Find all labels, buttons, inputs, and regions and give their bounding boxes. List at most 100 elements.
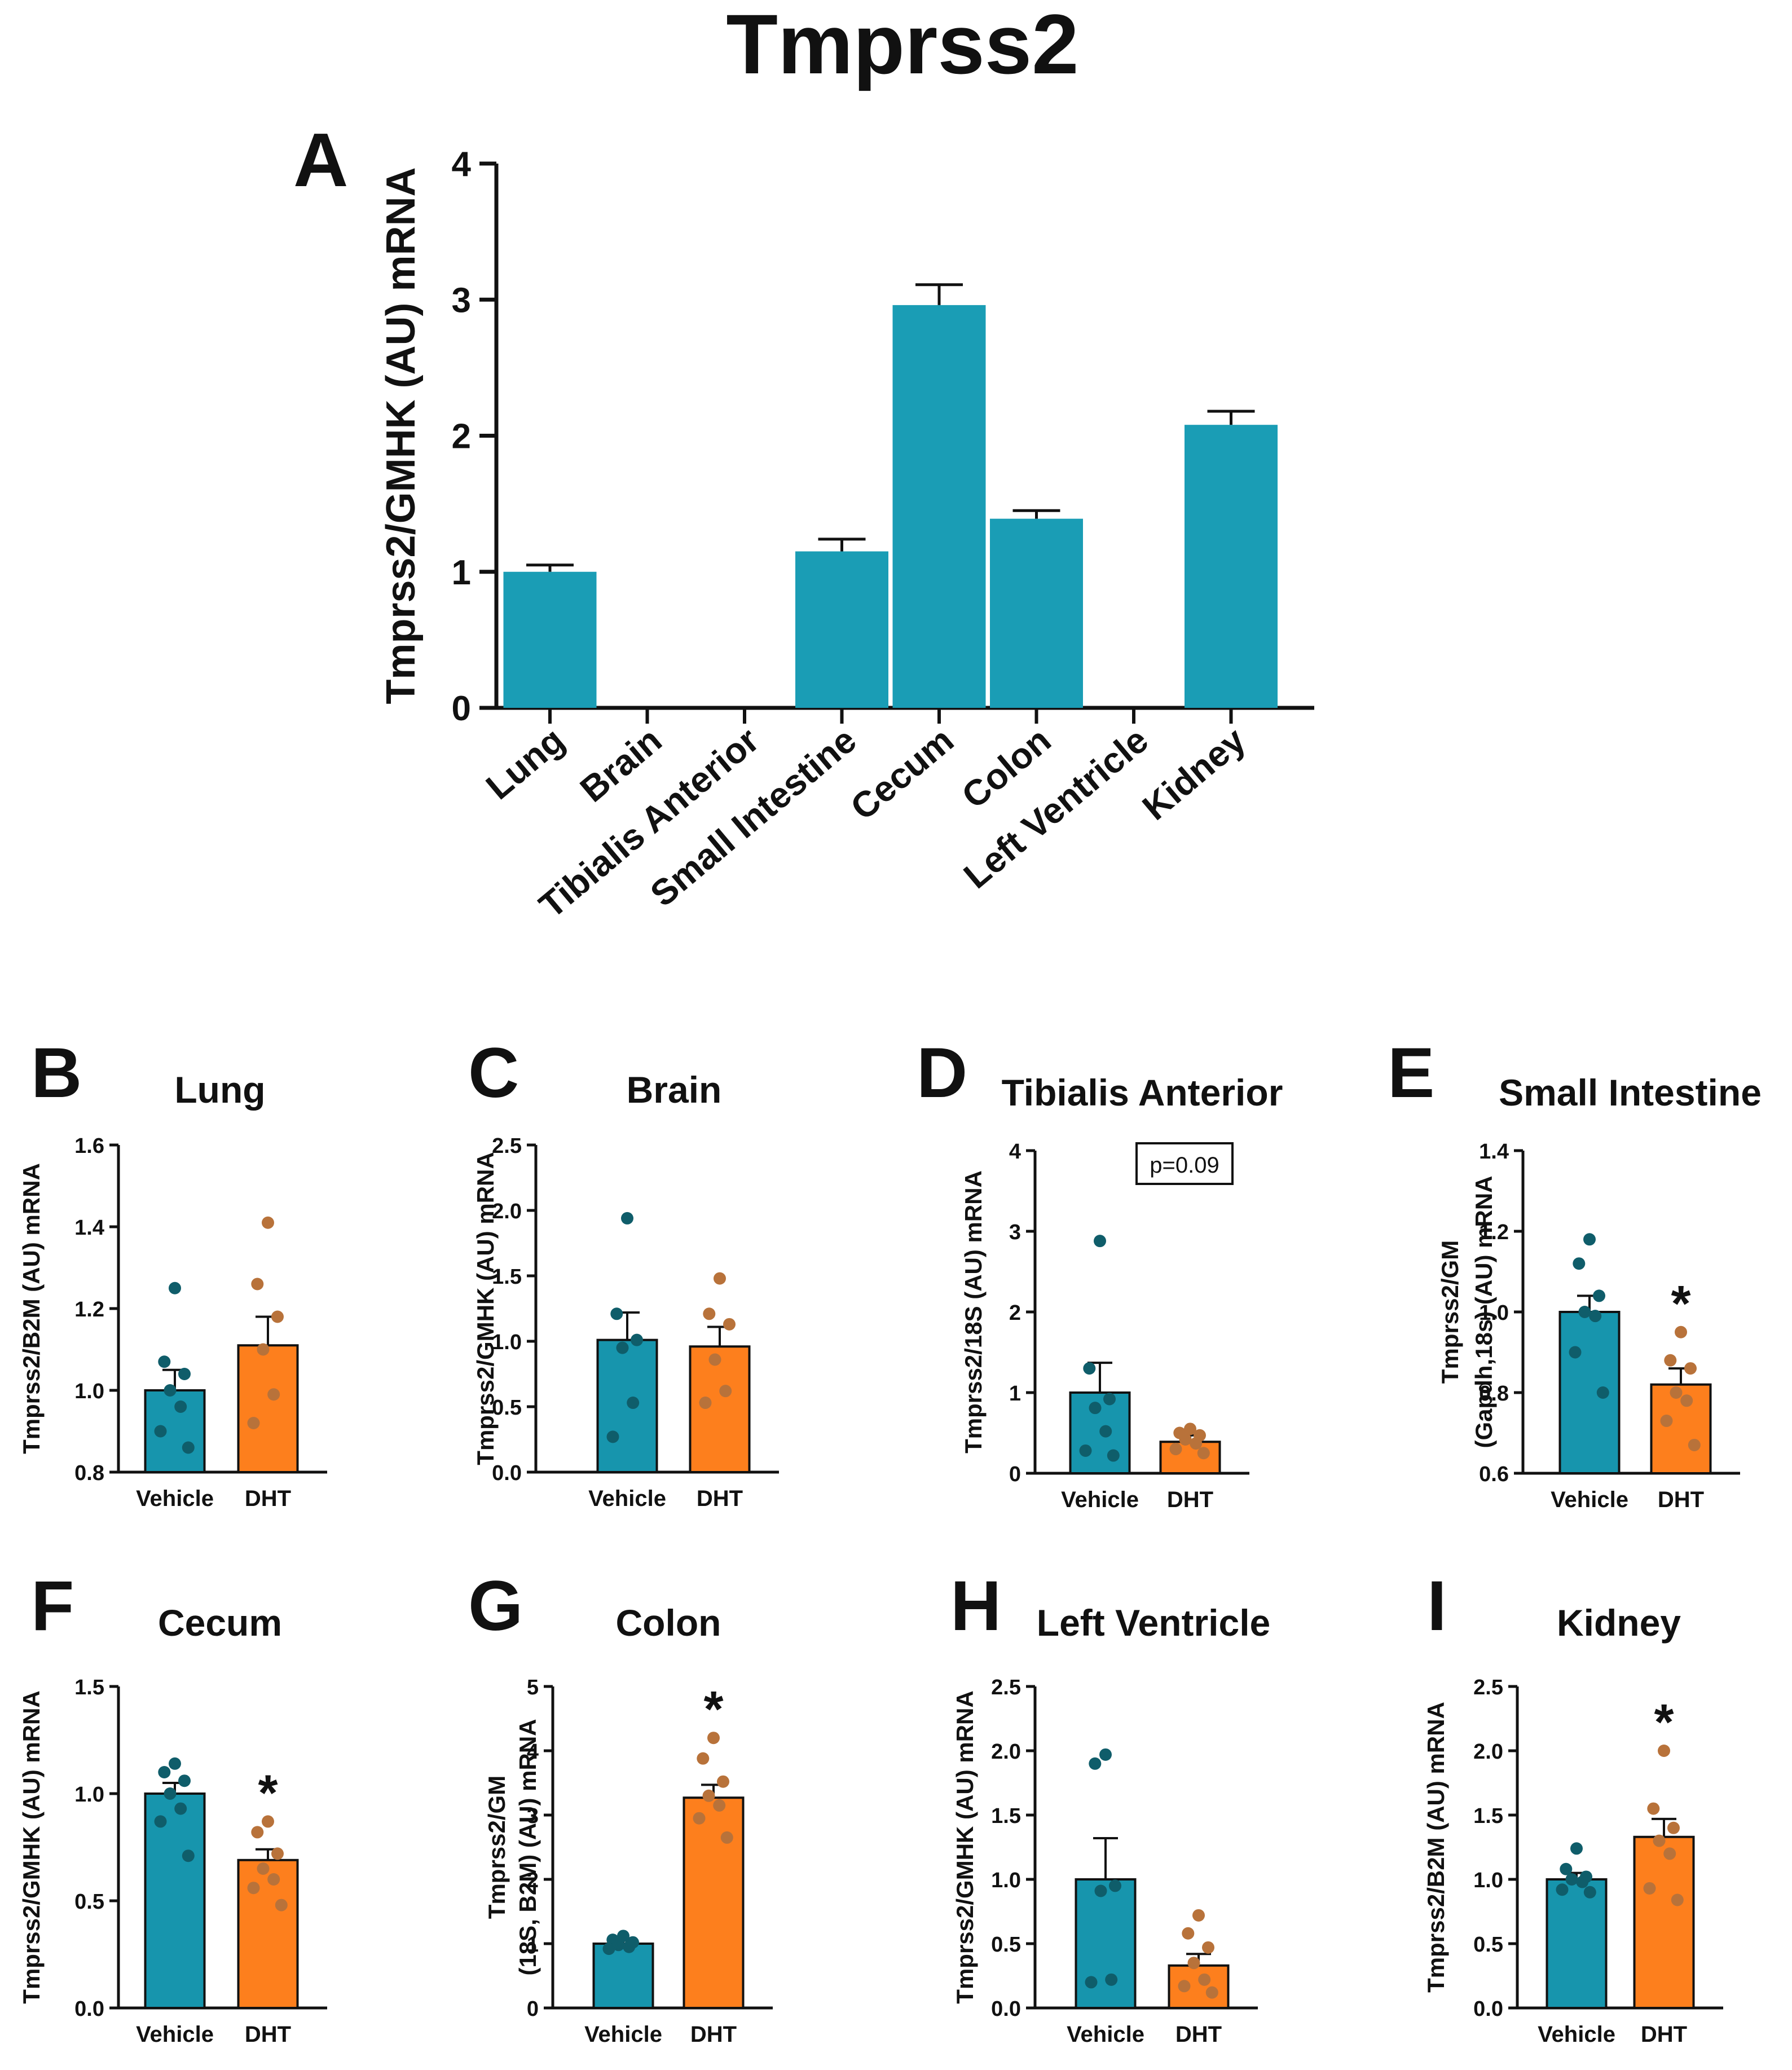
bar-dht	[1650, 1383, 1712, 1474]
p-value-box	[1135, 1142, 1234, 1185]
y-axis-label: Tmprss2/18S (AU) mRNA	[960, 1170, 987, 1454]
data-point	[703, 1307, 716, 1320]
y-tick-label: 4	[1009, 1140, 1021, 1164]
y-tick-label: 1	[452, 553, 471, 592]
data-point	[1688, 1438, 1701, 1451]
data-point	[154, 1815, 167, 1828]
y-axis-label: Tmprss2/GMHK (AU) mRNA	[472, 1152, 499, 1465]
data-point	[1107, 1449, 1120, 1462]
data-point	[602, 1943, 615, 1956]
data-point	[1680, 1394, 1693, 1407]
x-tick-label: Vehicle	[136, 2022, 214, 2047]
data-point	[1099, 1425, 1112, 1438]
data-point	[1184, 1422, 1196, 1435]
figure-title: Tmprss2	[726, 0, 1078, 91]
y-tick-label: 0.0	[991, 1997, 1021, 2021]
data-point	[164, 1384, 177, 1397]
panel-letter-i: I	[1427, 1567, 1447, 1645]
data-point	[267, 1388, 280, 1401]
data-point	[1647, 1802, 1660, 1815]
y-axis-label: Tmprss2/B2M (AU) mRNA	[18, 1163, 45, 1454]
data-point	[169, 1757, 181, 1770]
x-tick-label: Vehicle	[1538, 2022, 1615, 2047]
data-point	[702, 1789, 715, 1802]
y-tick-label: 2	[1009, 1301, 1021, 1325]
panel-letter-e: E	[1388, 1034, 1434, 1112]
panel-title: Kidney	[1557, 1602, 1681, 1644]
p-value-label: p=0.09	[1150, 1153, 1219, 1178]
y-tick-label: 0.5	[991, 1933, 1021, 1957]
data-point	[1198, 1973, 1211, 1986]
x-tick-label: Vehicle	[136, 1486, 214, 1511]
data-point	[1205, 1986, 1218, 1999]
data-point	[1105, 1973, 1118, 1986]
data-point	[267, 1873, 280, 1886]
y-tick-label: 1	[1009, 1382, 1021, 1406]
data-point	[1593, 1289, 1605, 1302]
data-point	[612, 1939, 625, 1952]
data-point	[1570, 1842, 1583, 1855]
y-tick-label: 0	[527, 1997, 539, 2021]
bar-dht	[237, 1858, 299, 2010]
x-tick-label: DHT	[245, 1486, 291, 1511]
y-tick-label: 2	[452, 417, 471, 456]
data-point	[1583, 1233, 1596, 1246]
data-point	[616, 1341, 629, 1354]
x-tick-label: DHT	[245, 2022, 291, 2047]
x-tick-label: DHT	[1641, 2022, 1687, 2047]
y-tick-label: 2.0	[492, 1200, 522, 1223]
panel-title: Tibialis Anterior	[1002, 1072, 1283, 1113]
data-point	[1660, 1415, 1673, 1428]
data-point	[1569, 1346, 1582, 1359]
bar-vehicle	[1558, 1311, 1621, 1474]
data-point	[1079, 1444, 1092, 1457]
panel-title: Brain	[627, 1069, 722, 1111]
y-tick-label: 1.4	[1479, 1140, 1509, 1164]
bar-dht	[683, 1796, 745, 2009]
data-point	[1576, 1875, 1589, 1888]
y-tick-label: 2.5	[991, 1676, 1021, 1699]
data-point	[1596, 1386, 1609, 1399]
bar-cecum	[892, 305, 986, 708]
panel-letter-d: D	[917, 1034, 967, 1112]
significance-marker: *	[1654, 1694, 1674, 1751]
data-point	[627, 1397, 640, 1410]
y-tick-label: 3	[1009, 1221, 1021, 1244]
data-point	[178, 1368, 191, 1380]
data-point	[169, 1281, 181, 1294]
data-point	[714, 1272, 726, 1285]
x-tick-label: Cecum	[843, 720, 961, 828]
data-point	[1089, 1757, 1102, 1770]
data-point	[1083, 1362, 1096, 1375]
data-point	[178, 1774, 191, 1787]
panel-title: Small Intestine	[1499, 1072, 1762, 1113]
x-tick-label: DHT	[697, 1486, 743, 1511]
y-tick-label: 1.0	[74, 1380, 104, 1403]
data-point	[158, 1766, 171, 1778]
panel-letter-g: G	[468, 1567, 523, 1645]
y-axis-label: (18S, B2M) (AU) mRNA	[514, 1719, 541, 1975]
significance-marker: *	[1671, 1276, 1690, 1332]
bar-colon	[990, 518, 1083, 708]
x-tick-label: Kidney	[1135, 719, 1253, 828]
data-point	[257, 1343, 270, 1356]
y-tick-label: 1.2	[74, 1298, 104, 1322]
panel-title: Cecum	[158, 1602, 282, 1644]
y-tick-label: 1.4	[74, 1216, 104, 1240]
y-tick-label: 0.0	[492, 1461, 522, 1485]
y-tick-label: 3	[452, 281, 471, 320]
panel-title: Left Ventricle	[1037, 1602, 1270, 1644]
y-tick-label: 0	[452, 689, 471, 728]
data-point	[182, 1441, 195, 1454]
y-tick-label: 5	[527, 1676, 539, 1699]
data-point	[708, 1353, 721, 1366]
bar-vehicle	[144, 1792, 206, 2009]
data-point	[1187, 1957, 1200, 1970]
bar-small-intestine	[795, 551, 888, 708]
data-point	[1653, 1834, 1666, 1847]
y-tick-label: 1.0	[1473, 1869, 1503, 1892]
bar-dht	[237, 1344, 299, 1473]
data-point	[1643, 1882, 1656, 1895]
data-point	[720, 1831, 733, 1844]
